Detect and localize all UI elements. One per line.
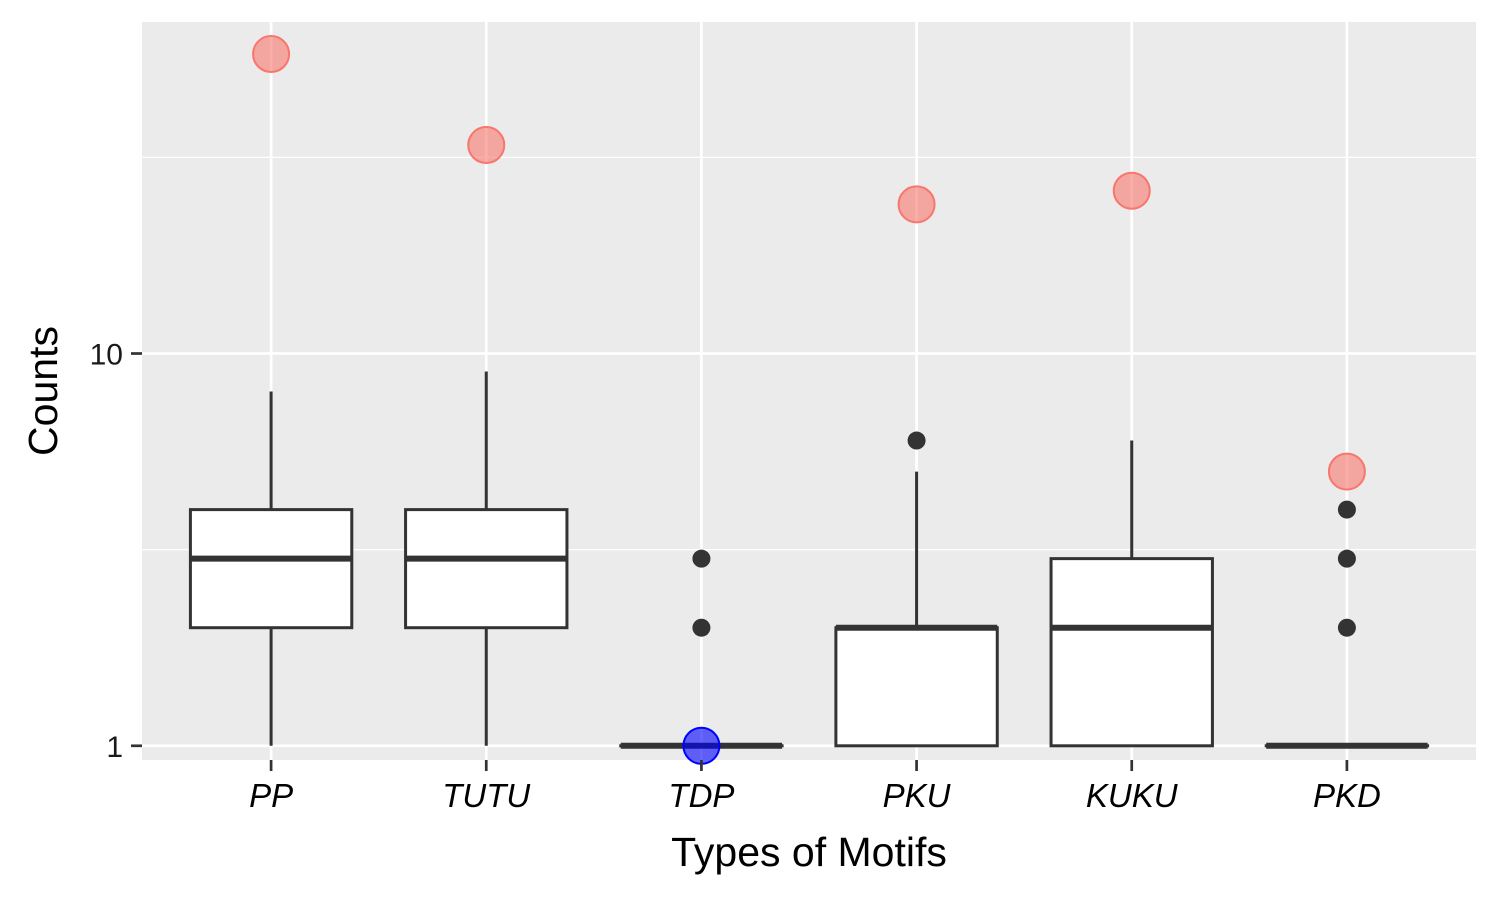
plot-panel: [142, 22, 1476, 760]
box-tutu: [404, 371, 569, 746]
highlight-point-pkd: [1327, 452, 1366, 491]
y-axis-title: Counts: [20, 326, 66, 456]
highlight-point-kuku: [1112, 171, 1151, 210]
box-pku: [834, 431, 999, 748]
box-kuku: [1049, 440, 1214, 748]
outlier-point: [1337, 500, 1356, 519]
outlier-point: [1337, 549, 1356, 568]
box-pkd: [1264, 500, 1430, 749]
box-iqr: [834, 626, 999, 748]
box-iqr: [1049, 557, 1214, 748]
x-tick-label: KUKU: [1086, 777, 1178, 814]
axes: 1 10 PP TUTU TDP PKU KUKU PKD: [90, 339, 1381, 814]
x-tick-label: TDP: [668, 777, 734, 814]
y-tick-label: 10: [90, 339, 123, 372]
outlier-point: [692, 549, 711, 568]
x-tick-label: PP: [249, 777, 293, 814]
x-tick-label: TUTU: [442, 777, 530, 814]
outlier-point: [692, 618, 711, 637]
box-iqr: [404, 508, 569, 630]
x-tick-label: PKD: [1313, 777, 1381, 814]
outlier-point: [907, 431, 926, 450]
x-axis-title: Types of Motifs: [671, 829, 947, 875]
highlight-point-pku: [897, 185, 936, 224]
x-tick-label: PKU: [883, 777, 951, 814]
box-iqr: [188, 508, 354, 630]
box-pp: [188, 391, 354, 746]
boxes: [188, 371, 1430, 749]
highlight-points: [252, 35, 1366, 765]
highlight-point-tdp: [682, 726, 721, 765]
highlight-point-pp: [252, 35, 291, 74]
highlight-point-tutu: [467, 126, 506, 165]
y-tick-label: 1: [106, 731, 123, 764]
outlier-point: [1337, 618, 1356, 637]
